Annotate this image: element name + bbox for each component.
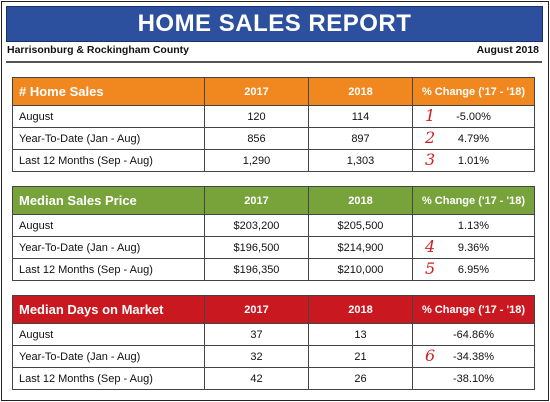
percent-change-cell: 3 1.01% <box>412 149 535 172</box>
percent-change-cell: 4 9.36% <box>412 236 535 259</box>
table-title: Median Sales Price <box>12 186 205 215</box>
value-2017: $196,500 <box>204 236 309 259</box>
table-row: Year-To-Date (Jan - Aug) $196,500 $214,9… <box>12 236 535 259</box>
percent-change-cell: 2 4.79% <box>412 127 535 150</box>
table-row: Last 12 Months (Sep - Aug) 42 26 -38.10% <box>12 367 535 390</box>
row-label: Last 12 Months (Sep - Aug) <box>12 367 205 390</box>
percent-change-cell: 1 -5.00% <box>412 105 535 128</box>
value-2018: 114 <box>308 105 413 128</box>
value-2018: 1,303 <box>308 149 413 172</box>
column-header-change: % Change ('17 - '18) <box>412 186 535 215</box>
column-header-2017: 2017 <box>204 295 309 324</box>
value-2017: 42 <box>204 367 309 390</box>
column-header-2017: 2017 <box>204 186 309 215</box>
value-2017: 856 <box>204 127 309 150</box>
percent-change-cell: -64.86% <box>412 323 535 346</box>
percent-change: -38.10% <box>453 372 494 385</box>
column-header-change: % Change ('17 - '18) <box>412 77 535 106</box>
column-header-2017: 2017 <box>204 77 309 106</box>
percent-change: 4.79% <box>457 132 490 145</box>
value-2018: 21 <box>308 345 413 368</box>
value-2017: 37 <box>204 323 309 346</box>
percent-change-cell: 6 -34.38% <box>412 345 535 368</box>
table-title: # Home Sales <box>12 77 205 106</box>
value-2018: $210,000 <box>308 258 413 281</box>
percent-change-cell: -38.10% <box>412 367 535 390</box>
table-row: August 120 114 1 -5.00% <box>12 105 535 128</box>
percent-change: -34.38% <box>453 350 494 363</box>
table-header-row: Median Days on Market 2017 2018 % Change… <box>12 295 535 324</box>
report-month: August 2018 <box>476 44 539 56</box>
value-2017: $203,200 <box>204 214 309 237</box>
value-2018: $205,500 <box>308 214 413 237</box>
header-divider <box>6 61 542 63</box>
home-sales-table: # Home Sales 2017 2018 % Change ('17 - '… <box>12 77 535 172</box>
row-label: August <box>12 323 205 346</box>
row-label: August <box>12 214 205 237</box>
column-header-2018: 2018 <box>308 77 413 106</box>
value-2017: $196,350 <box>204 258 309 281</box>
row-label: Year-To-Date (Jan - Aug) <box>12 236 205 259</box>
table-header-row: Median Sales Price 2017 2018 % Change ('… <box>12 186 535 215</box>
column-header-change: % Change ('17 - '18) <box>412 295 535 324</box>
column-header-2018: 2018 <box>308 186 413 215</box>
percent-change: -64.86% <box>453 328 494 341</box>
report-subheader: Harrisonburg & Rockingham County August … <box>7 42 541 58</box>
percent-change-cell: 1.13% <box>412 214 535 237</box>
value-2017: 32 <box>204 345 309 368</box>
median-days-on-market-table: Median Days on Market 2017 2018 % Change… <box>12 295 535 390</box>
value-2017: 120 <box>204 105 309 128</box>
median-sales-price-table: Median Sales Price 2017 2018 % Change ('… <box>12 186 535 281</box>
percent-change: 9.36% <box>457 241 490 254</box>
annotation-marker: 2 <box>425 128 436 147</box>
region-label: Harrisonburg & Rockingham County <box>7 44 190 56</box>
value-2018: 897 <box>308 127 413 150</box>
column-header-2018: 2018 <box>308 295 413 324</box>
row-label: Year-To-Date (Jan - Aug) <box>12 345 205 368</box>
table-row: Year-To-Date (Jan - Aug) 32 21 6 -34.38% <box>12 345 535 368</box>
percent-change: 1.01% <box>457 154 490 167</box>
row-label: Last 12 Months (Sep - Aug) <box>12 258 205 281</box>
annotation-marker: 1 <box>425 106 436 125</box>
percent-change: -5.00% <box>456 110 491 123</box>
value-2018: $214,900 <box>308 236 413 259</box>
table-row: Year-To-Date (Jan - Aug) 856 897 2 4.79% <box>12 127 535 150</box>
table-title: Median Days on Market <box>12 295 205 324</box>
value-2017: 1,290 <box>204 149 309 172</box>
table-row: August $203,200 $205,500 1.13% <box>12 214 535 237</box>
row-label: August <box>12 105 205 128</box>
table-row: August 37 13 -64.86% <box>12 323 535 346</box>
table-header-row: # Home Sales 2017 2018 % Change ('17 - '… <box>12 77 535 106</box>
table-row: Last 12 Months (Sep - Aug) 1,290 1,303 3… <box>12 149 535 172</box>
value-2018: 26 <box>308 367 413 390</box>
table-row: Last 12 Months (Sep - Aug) $196,350 $210… <box>12 258 535 281</box>
annotation-marker: 5 <box>425 259 436 278</box>
row-label: Year-To-Date (Jan - Aug) <box>12 127 205 150</box>
value-2018: 13 <box>308 323 413 346</box>
annotation-marker: 3 <box>425 150 436 169</box>
report-title: HOME SALES REPORT <box>6 6 543 42</box>
percent-change: 1.13% <box>457 219 490 232</box>
percent-change-cell: 5 6.95% <box>412 258 535 281</box>
percent-change: 6.95% <box>457 263 490 276</box>
annotation-marker: 4 <box>425 237 436 256</box>
annotation-marker: 6 <box>425 346 436 365</box>
row-label: Last 12 Months (Sep - Aug) <box>12 149 205 172</box>
